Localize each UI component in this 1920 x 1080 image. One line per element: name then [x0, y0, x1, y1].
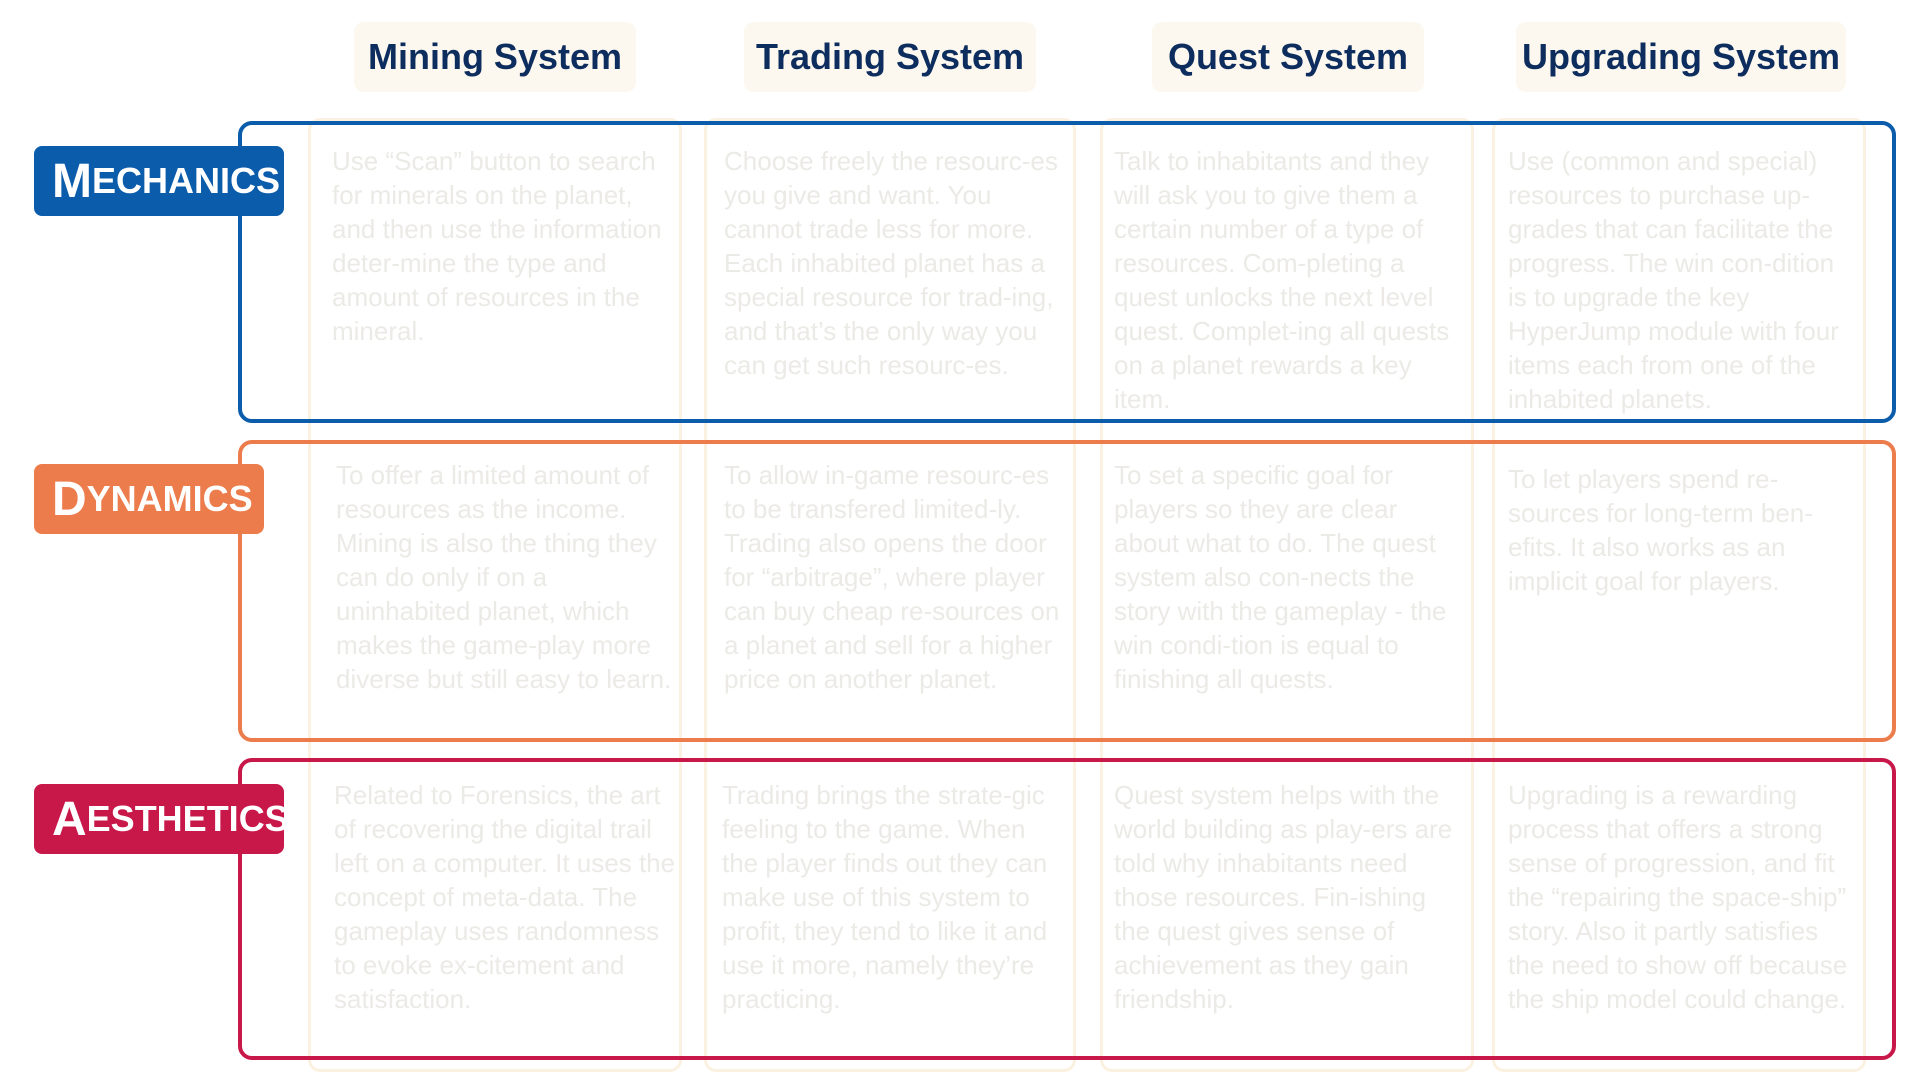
- row-label-mechanics: M ECHANICS: [34, 146, 284, 216]
- row-label-aesthetics: A ESTHETICS: [34, 784, 289, 854]
- row-label-aesthetics-rest: ESTHETICS: [86, 798, 289, 839]
- column-frame-upgrading: [1492, 118, 1866, 1072]
- column-header-trading: Trading System: [744, 22, 1036, 92]
- row-label-dynamics-initial: D: [52, 472, 87, 526]
- row-frame-dynamics: [238, 440, 1896, 742]
- row-label-dynamics: D YNAMICS: [34, 464, 264, 534]
- row-label-dynamics-rest: YNAMICS: [86, 478, 253, 519]
- cell-aesthetics-trading: Trading brings the strate-gic feeling to…: [722, 780, 1048, 1014]
- row-label-mechanics-rest: ECHANICS: [91, 160, 280, 201]
- column-header-quest: Quest System: [1152, 22, 1424, 92]
- cell-aesthetics-quest: Quest system helps with the world buildi…: [1114, 780, 1453, 1014]
- row-frame-mechanics: [238, 121, 1896, 423]
- column-frame-quest: [1100, 118, 1474, 1072]
- row-frame-aesthetics: [238, 758, 1896, 1060]
- column-frame-mining: [308, 118, 682, 1072]
- row-label-mechanics-initial: M: [52, 154, 92, 208]
- cell-aesthetics-mining: Related to Forensics, the art of recover…: [334, 780, 676, 1014]
- cell-mechanics-upgrading: Use (common and special) resources to pu…: [1508, 146, 1839, 414]
- cell-dynamics-upgrading: To let players spend re-sources for long…: [1508, 464, 1813, 596]
- row-label-aesthetics-initial: A: [52, 792, 87, 846]
- column-header-upgrading: Upgrading System: [1516, 22, 1846, 92]
- cell-dynamics-quest: To set a specific goal for players so th…: [1114, 460, 1447, 694]
- cell-aesthetics-upgrading: Upgrading is a rewarding process that of…: [1508, 780, 1848, 1014]
- column-header-mining: Mining System: [354, 22, 636, 92]
- cell-dynamics-mining: To offer a limited amount of resources a…: [336, 460, 672, 694]
- cell-mechanics-trading: Choose freely the resourc-es you give an…: [724, 146, 1058, 380]
- cell-mechanics-quest: Talk to inhabitants and they will ask yo…: [1114, 146, 1450, 414]
- cell-mechanics-mining: Use “Scan” button to search for minerals…: [332, 146, 662, 346]
- cell-dynamics-trading: To allow in-game resourc-es to be transf…: [724, 460, 1060, 694]
- column-frame-trading: [704, 118, 1076, 1072]
